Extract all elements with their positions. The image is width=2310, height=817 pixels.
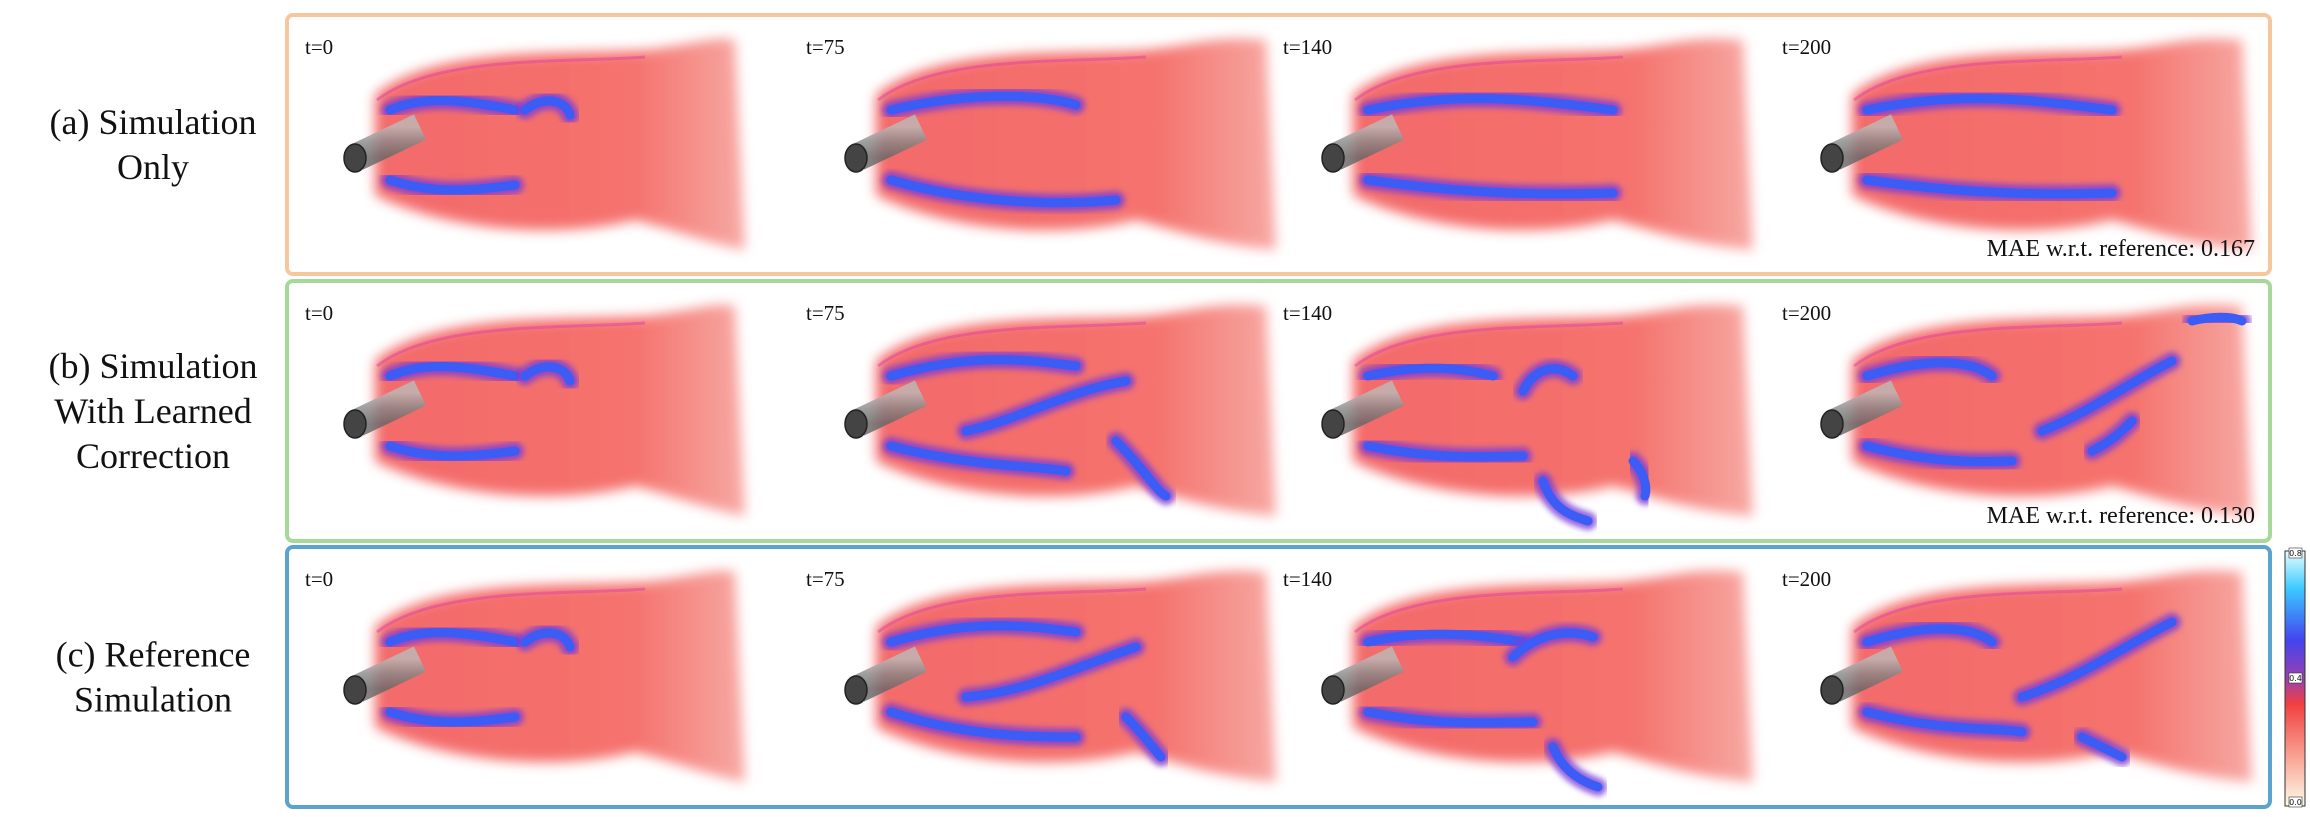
- figure: (a) Simulation Only t=0 t=75 t=140 t=200 MAE w…: [0, 0, 2310, 812]
- cylinder-end: [845, 410, 867, 438]
- time-label: t=140: [1283, 301, 1332, 325]
- plume: [1852, 305, 2252, 516]
- flow-render: [1322, 39, 1753, 250]
- cylinder-end: [1821, 410, 1843, 438]
- cylinder-end: [1322, 144, 1344, 172]
- cylinder-end: [1821, 144, 1843, 172]
- time-label: t=200: [1782, 301, 1831, 325]
- flow-render: [845, 571, 1276, 782]
- row-label: Simulation: [74, 680, 232, 720]
- vortex-core: [2192, 317, 2242, 321]
- time-label: t=75: [806, 35, 845, 59]
- flow-render: [1821, 305, 2252, 516]
- colorbar-tick: 0.0: [2289, 798, 2302, 807]
- row-label: With Learned: [54, 391, 251, 431]
- flow-render: [344, 571, 745, 782]
- plume: [1852, 39, 2252, 250]
- colorbar-tick: 0.8: [2289, 549, 2302, 558]
- flow-render: [845, 39, 1276, 250]
- mae-label: MAE w.r.t. reference: 0.130: [1987, 503, 2255, 529]
- flow-render: [1322, 305, 1753, 521]
- plume: [876, 305, 1276, 516]
- plume: [375, 305, 745, 516]
- time-label: t=140: [1283, 567, 1332, 591]
- flow-render: [344, 39, 745, 250]
- row-label: (c) Reference: [56, 635, 251, 675]
- flow-render: [1322, 571, 1753, 787]
- flow-render: [1821, 571, 2252, 782]
- time-label: t=75: [806, 567, 845, 591]
- cylinder-end: [344, 676, 366, 704]
- row-label: (b) Simulation: [49, 346, 258, 386]
- time-label: t=140: [1283, 35, 1332, 59]
- row-label: Only: [117, 147, 189, 187]
- cylinder-end: [845, 144, 867, 172]
- flow-render: [1821, 39, 2252, 250]
- time-label: t=0: [305, 35, 333, 59]
- plume: [375, 571, 745, 782]
- time-label: t=200: [1782, 567, 1831, 591]
- flow-render: [845, 305, 1276, 516]
- cylinder-end: [845, 676, 867, 704]
- colorbar-tick: 0.4: [2289, 674, 2302, 683]
- cylinder-end: [344, 410, 366, 438]
- cylinder-end: [344, 144, 366, 172]
- plume: [1353, 39, 1753, 250]
- row-label: Correction: [76, 436, 230, 476]
- flow-render: [344, 305, 745, 516]
- time-label: t=200: [1782, 35, 1831, 59]
- row-label: (a) Simulation: [50, 102, 257, 142]
- time-label: t=0: [305, 567, 333, 591]
- cylinder-end: [1322, 410, 1344, 438]
- cylinder-end: [1322, 676, 1344, 704]
- mae-label: MAE w.r.t. reference: 0.167: [1987, 236, 2255, 262]
- time-label: t=75: [806, 301, 845, 325]
- plume: [375, 39, 745, 250]
- cylinder-end: [1821, 676, 1843, 704]
- time-label: t=0: [305, 301, 333, 325]
- plume: [876, 39, 1276, 250]
